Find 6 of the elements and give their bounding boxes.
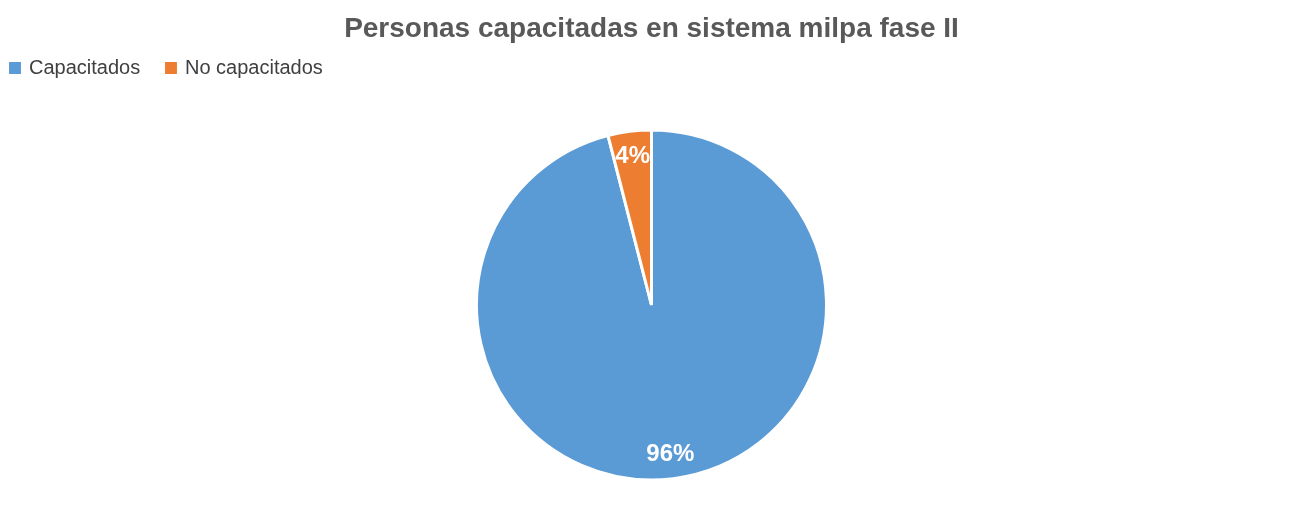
data-label: 96% (646, 438, 695, 466)
chart-title: Personas capacitadas en sistema milpa fase II (344, 12, 959, 43)
legend-label: No capacitados (185, 56, 323, 78)
pie-slice (475, 128, 828, 482)
legend-label: Capacitados (29, 56, 141, 78)
data-label: 4% (615, 141, 651, 169)
